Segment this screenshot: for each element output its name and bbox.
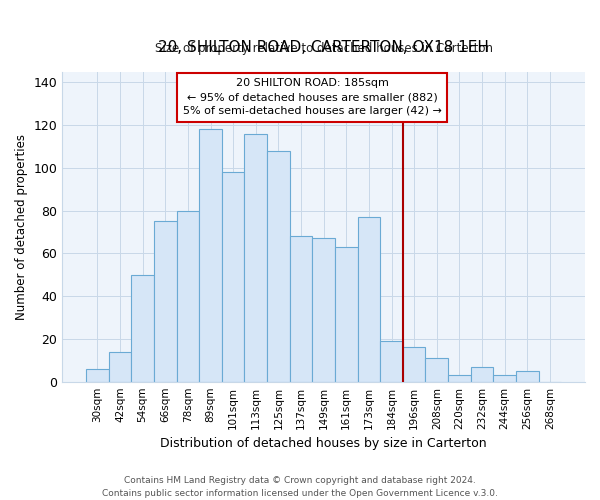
Bar [471, 366, 493, 382]
Y-axis label: Number of detached properties: Number of detached properties [15, 134, 28, 320]
Bar [493, 376, 516, 382]
Bar [109, 352, 131, 382]
Text: Contains HM Land Registry data © Crown copyright and database right 2024.
Contai: Contains HM Land Registry data © Crown c… [102, 476, 498, 498]
Bar [154, 222, 176, 382]
Bar [448, 376, 471, 382]
Bar [425, 358, 448, 382]
Bar [131, 275, 154, 382]
Bar [176, 210, 199, 382]
Text: Size of property relative to detached houses in Carterton: Size of property relative to detached ho… [155, 42, 493, 54]
Text: 20 SHILTON ROAD: 185sqm
← 95% of detached houses are smaller (882)
5% of semi-de: 20 SHILTON ROAD: 185sqm ← 95% of detache… [183, 78, 442, 116]
Bar [380, 341, 403, 382]
Bar [403, 348, 425, 382]
Bar [335, 247, 358, 382]
Bar [290, 236, 313, 382]
Bar [244, 134, 267, 382]
X-axis label: Distribution of detached houses by size in Carterton: Distribution of detached houses by size … [160, 437, 487, 450]
Bar [516, 371, 539, 382]
Bar [222, 172, 244, 382]
Title: 20, SHILTON ROAD, CARTERTON, OX18 1EH: 20, SHILTON ROAD, CARTERTON, OX18 1EH [158, 40, 489, 55]
Bar [358, 217, 380, 382]
Bar [86, 369, 109, 382]
Bar [267, 151, 290, 382]
Bar [199, 130, 222, 382]
Bar [313, 238, 335, 382]
